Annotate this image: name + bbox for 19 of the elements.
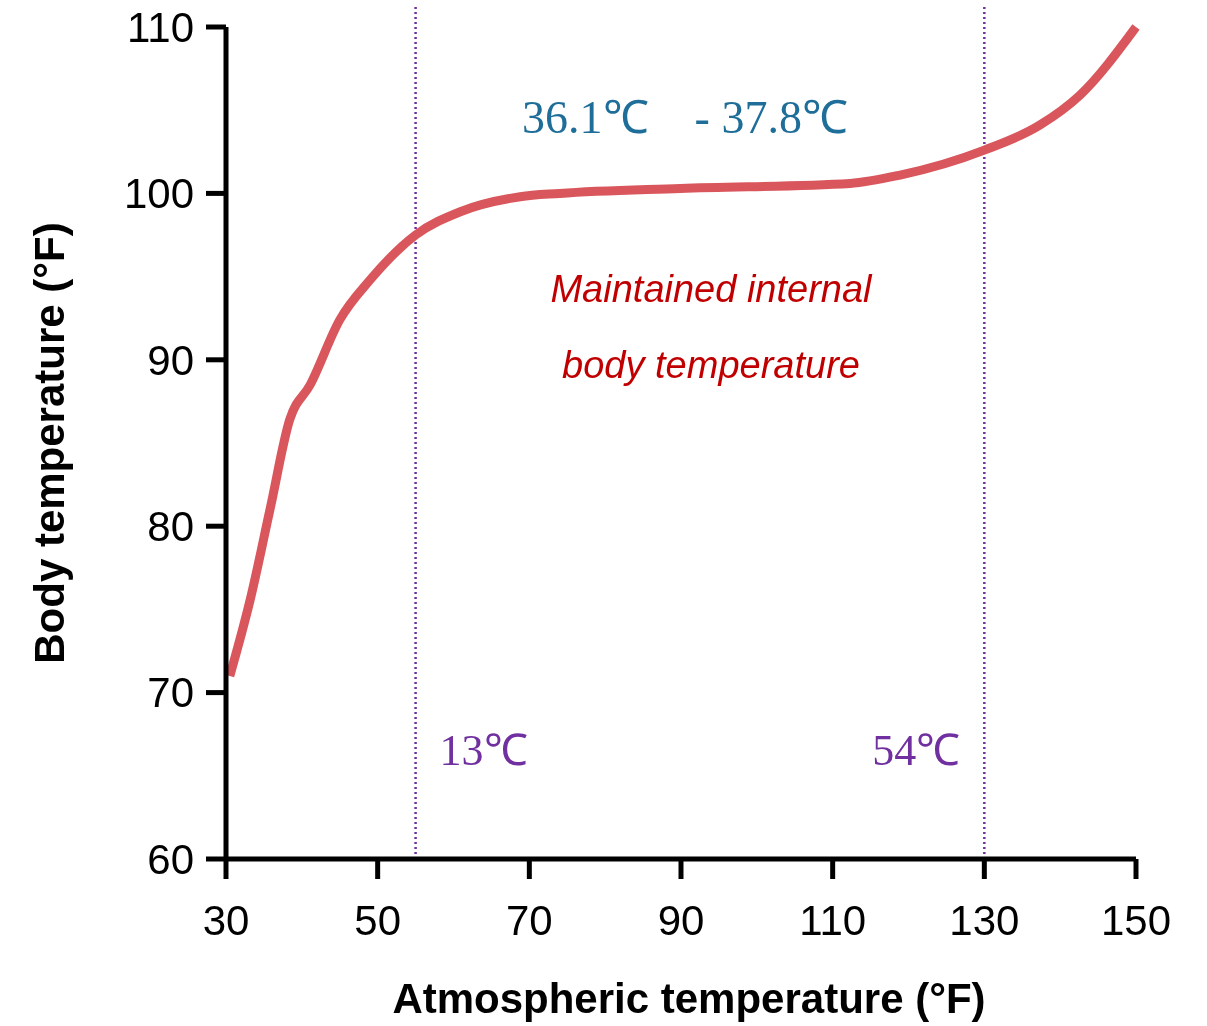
x-tick-label: 30 xyxy=(202,897,250,944)
x-tick-label: 90 xyxy=(657,897,705,944)
x-tick-label: 70 xyxy=(505,897,553,944)
x-tick-label: 150 xyxy=(1100,897,1172,944)
y-tick-label: 60 xyxy=(147,835,194,883)
annotation: 36.1℃ - 37.8℃ xyxy=(522,92,848,143)
y-axis-title: Body temperature (°F) xyxy=(26,222,73,664)
x-tick-label: 50 xyxy=(354,897,402,944)
x-axis-title: Atmospheric temperature (°F) xyxy=(392,975,986,1022)
ref-line-label: 13℃ xyxy=(439,726,528,775)
x-tick-label: 130 xyxy=(949,897,1020,944)
y-tick-label: 100 xyxy=(123,170,194,218)
annotation: Maintained internal body temperature xyxy=(550,268,874,386)
x-tick-label: 110 xyxy=(799,897,867,944)
y-tick-label: 110 xyxy=(127,3,194,51)
y-tick-label: 80 xyxy=(147,502,194,550)
ref-line-label: 54℃ xyxy=(872,726,961,775)
y-tick-label: 70 xyxy=(147,669,194,717)
y-tick-label: 90 xyxy=(147,336,194,384)
